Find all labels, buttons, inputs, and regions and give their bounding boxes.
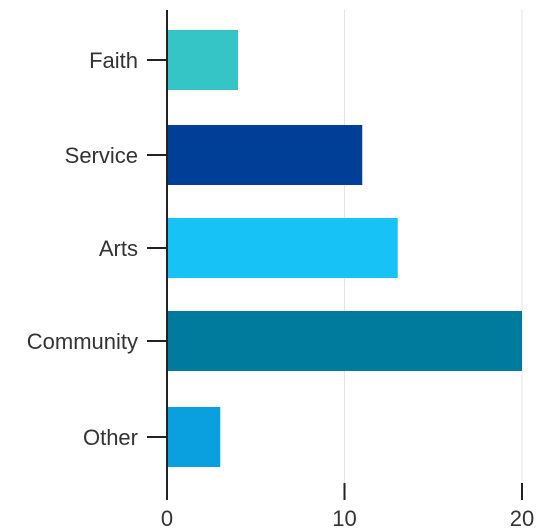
category-label-faith: Faith <box>89 48 138 73</box>
x-tick-label-0: 0 <box>161 506 173 531</box>
bars <box>167 30 522 467</box>
x-tick-label-2: 20 <box>510 506 534 531</box>
bar-community <box>167 311 522 371</box>
category-label-other: Other <box>83 425 138 450</box>
labels: Faith Service Arts Community Other 0 10 20 <box>27 48 534 531</box>
bar-service <box>167 125 363 185</box>
bar-faith <box>167 30 238 90</box>
category-label-community: Community <box>27 329 138 354</box>
bar-other <box>167 407 221 467</box>
x-tick-label-1: 10 <box>332 506 356 531</box>
axes <box>147 10 523 500</box>
category-label-arts: Arts <box>99 236 138 261</box>
category-label-service: Service <box>65 143 138 168</box>
bar-arts <box>167 218 398 278</box>
